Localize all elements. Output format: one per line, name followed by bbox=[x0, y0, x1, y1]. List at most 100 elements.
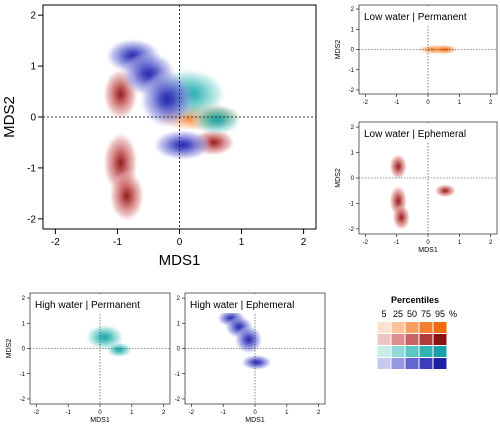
legend-swatch-red-50 bbox=[405, 334, 419, 345]
density-blue-mode-2 bbox=[234, 325, 263, 354]
legend-swatch-teal-25 bbox=[391, 346, 405, 357]
y-tick-label: 1 bbox=[351, 27, 355, 33]
y-tick-label: -2 bbox=[20, 397, 26, 403]
y-tick-label: 2 bbox=[30, 11, 36, 22]
y-tick-label: -1 bbox=[349, 202, 355, 208]
legend-swatch-teal-50 bbox=[405, 346, 419, 357]
x-tick-label: -1 bbox=[221, 410, 227, 416]
y-tick-label: -1 bbox=[27, 163, 36, 174]
legend-swatch-orange-75 bbox=[419, 322, 433, 333]
x-tick-label: 2 bbox=[301, 237, 307, 248]
y-tick-label: -1 bbox=[20, 372, 26, 378]
y-tick-label: 2 bbox=[351, 125, 355, 131]
legend-swatch-teal-95 bbox=[433, 346, 447, 357]
y-tick-label: 2 bbox=[22, 296, 26, 302]
y-tick-label: -2 bbox=[175, 397, 181, 403]
x-tick-label: 2 bbox=[162, 410, 166, 416]
legend-level-75: 75 bbox=[421, 309, 431, 319]
legend-swatch-red-25 bbox=[391, 334, 405, 345]
x-tick-label: 1 bbox=[458, 240, 462, 246]
x-tick-label: 0 bbox=[426, 100, 430, 106]
x-tick-label: 0 bbox=[177, 237, 183, 248]
x-tick-label: -1 bbox=[394, 240, 400, 246]
density-red-mode-0 bbox=[389, 153, 407, 180]
y-tick-label: 0 bbox=[177, 347, 181, 353]
density-red-mode-2 bbox=[392, 204, 411, 231]
density-red-mode-3 bbox=[434, 184, 456, 198]
x-tick-label: 1 bbox=[130, 410, 134, 416]
y-axis-label: MDS2 bbox=[335, 168, 342, 188]
x-tick-label: 1 bbox=[458, 100, 462, 106]
y-tick-label: 0 bbox=[351, 48, 355, 54]
panel-title: Low water | Permanent bbox=[364, 12, 467, 23]
y-axis-label: MDS2 bbox=[6, 339, 13, 359]
y-tick-label: 1 bbox=[30, 62, 36, 73]
x-axis-label: MDS1 bbox=[159, 252, 201, 269]
legend-level-95: 95 bbox=[435, 309, 445, 319]
legend-swatch-blue-75 bbox=[419, 358, 433, 369]
x-tick-label: -1 bbox=[113, 237, 122, 248]
y-tick-label: 1 bbox=[22, 321, 26, 327]
legend-swatch-red-75 bbox=[419, 334, 433, 345]
panel-title-bg bbox=[360, 6, 471, 25]
legend-swatch-blue-50 bbox=[405, 358, 419, 369]
x-tick-label: 2 bbox=[317, 410, 321, 416]
y-tick-label: -1 bbox=[175, 372, 181, 378]
x-tick-label: 0 bbox=[98, 410, 102, 416]
legend-level-50: 50 bbox=[407, 309, 417, 319]
x-axis-label: MDS1 bbox=[418, 247, 438, 254]
y-tick-label: -2 bbox=[349, 88, 355, 94]
panel-title-bg bbox=[31, 294, 145, 313]
x-tick-label: -2 bbox=[51, 237, 60, 248]
y-tick-label: -1 bbox=[349, 68, 355, 74]
density-blue-mode-2 bbox=[139, 70, 195, 128]
x-tick-label: 2 bbox=[489, 240, 493, 246]
legend-swatch-orange-50 bbox=[405, 322, 419, 333]
density-blue-mode-3 bbox=[152, 129, 213, 161]
y-tick-label: 0 bbox=[22, 347, 26, 353]
panel-main: -2 -1 0 1 2 -2 -1 0 1 2 MDS1 MDS2 bbox=[1, 4, 317, 269]
x-tick-label: 1 bbox=[239, 237, 245, 248]
panel-title-bg bbox=[360, 123, 471, 142]
x-tick-label: -2 bbox=[363, 100, 369, 106]
x-tick-label: -2 bbox=[189, 410, 195, 416]
x-tick-label: 2 bbox=[489, 100, 493, 106]
y-tick-label: 0 bbox=[30, 113, 36, 124]
y-tick-label: 0 bbox=[351, 176, 355, 182]
legend-swatch-orange-25 bbox=[391, 322, 405, 333]
panel-high-permanent: -2 -1 0 1 2 -2 -1 0 1 2 MDS1 MDS2 High water | Perma… bbox=[6, 292, 171, 424]
y-tick-label: 2 bbox=[351, 7, 355, 13]
density-teal-mode-1 bbox=[106, 342, 132, 358]
x-tick-label: 0 bbox=[253, 410, 257, 416]
legend-swatch-orange-5 bbox=[377, 322, 391, 333]
x-tick-label: 1 bbox=[285, 410, 289, 416]
y-axis-label: MDS2 bbox=[1, 96, 18, 138]
legend-swatch-red-5 bbox=[377, 334, 391, 345]
panel-high-ephemeral: -2 -1 0 1 2 -2 -1 0 1 2 MDS1 High water | Ephemeral bbox=[175, 292, 326, 424]
x-tick-label: -2 bbox=[34, 410, 40, 416]
y-tick-label: 1 bbox=[351, 151, 355, 157]
legend-title: Percentiles bbox=[391, 295, 439, 305]
x-tick-label: 0 bbox=[426, 240, 430, 246]
y-tick-label: -2 bbox=[27, 214, 36, 225]
legend-level-25: 25 bbox=[393, 309, 403, 319]
legend-unit: % bbox=[449, 309, 457, 319]
panel-title: High water | Permanent bbox=[35, 300, 140, 311]
y-axis-label: MDS2 bbox=[335, 40, 342, 60]
percentiles-legend: Percentiles 5 25 50 75 95 % bbox=[377, 295, 457, 369]
legend-swatch-teal-75 bbox=[419, 346, 433, 357]
legend-swatch-red-95 bbox=[433, 334, 447, 345]
y-tick-label: -2 bbox=[349, 227, 355, 233]
density-orange-mode-1 bbox=[432, 44, 458, 55]
x-tick-label: -1 bbox=[66, 410, 72, 416]
legend-swatch-grid bbox=[377, 322, 447, 369]
density-blue-mode-3 bbox=[241, 354, 272, 370]
y-tick-label: 1 bbox=[177, 321, 181, 327]
x-tick-label: -1 bbox=[394, 100, 400, 106]
panel-low-ephemeral: -2 -1 0 1 2 -2 -1 0 1 2 MDS1 MDS2 Low water | Epheme… bbox=[335, 121, 498, 254]
panel-title: High water | Ephemeral bbox=[190, 300, 294, 311]
y-tick-label: 2 bbox=[177, 296, 181, 302]
legend-swatch-blue-25 bbox=[391, 358, 405, 369]
panel-title-bg bbox=[186, 294, 299, 313]
